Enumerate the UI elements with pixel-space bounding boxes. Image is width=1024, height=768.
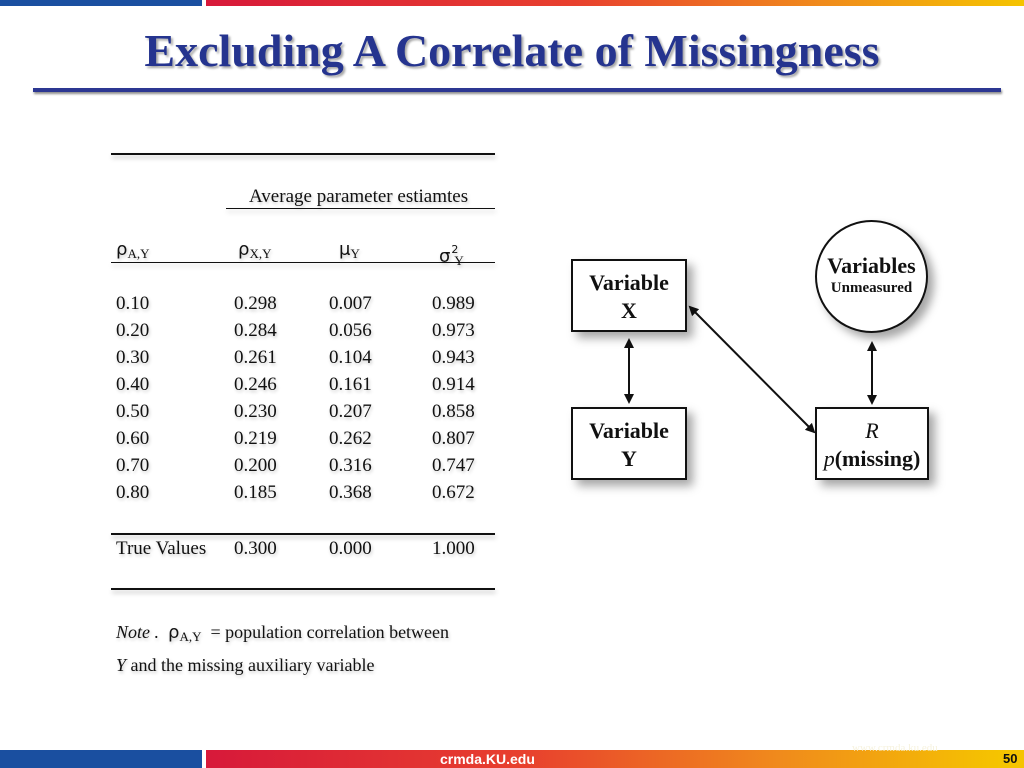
table-cell: 0.80: [116, 482, 150, 503]
group-header-rule: [226, 208, 495, 209]
table-cell: 0.207: [329, 401, 372, 422]
table-cell: 0.284: [234, 320, 277, 341]
table-cell: 0.60: [116, 428, 150, 449]
arrow-x-r: [688, 305, 816, 434]
true-value-mu-y: 0.000: [329, 538, 372, 559]
table-cell: 0.50: [116, 401, 150, 422]
unmeasured-line1: Variables: [827, 253, 916, 278]
note-var: Y: [116, 655, 127, 675]
table-cell: 0.230: [234, 401, 277, 422]
variable-y-line1: Variable: [589, 418, 669, 443]
missingness-line1: R: [865, 418, 879, 443]
variable-y-line2: Y: [621, 446, 637, 471]
page-number: 50: [1003, 751, 1018, 766]
table-cell: 0.40: [116, 374, 150, 395]
footer-site-link[interactable]: crmda.KU.edu: [440, 751, 535, 767]
true-values-rule: [111, 533, 495, 535]
top-stripe-gradient: [206, 0, 1024, 6]
variable-x-line2: X: [621, 298, 637, 323]
title-underline: [33, 88, 1001, 92]
table-cell: 0.989: [432, 293, 475, 314]
table-cell: 0.20: [116, 320, 150, 341]
table-cell: 0.858: [432, 401, 475, 422]
note-text-1: = population correlation between: [210, 622, 450, 642]
note-symbol: ρ: [168, 622, 180, 643]
top-stripe-blue: [0, 0, 202, 6]
col-header-sigma2-y: σ2Y: [439, 243, 464, 268]
table-cell: 0.70: [116, 455, 150, 476]
table-cell: 0.914: [432, 374, 475, 395]
unmeasured-line2: Unmeasured: [830, 280, 913, 296]
table-cell: 0.007: [329, 293, 372, 314]
table-cell: 0.747: [432, 455, 475, 476]
col-header-rho-xy: ρX,Y: [238, 239, 272, 261]
true-values-label: True Values: [116, 538, 207, 559]
table-cell: 0.056: [329, 320, 372, 341]
missingness-box: R p(missing): [815, 407, 929, 480]
table-cell: 0.298: [234, 293, 277, 314]
top-stripe: [0, 0, 1024, 6]
table-cell: 0.973: [432, 320, 475, 341]
table-cell: 0.30: [116, 347, 150, 368]
col-header-rho-ay: ρA,Y: [116, 239, 150, 261]
table-bottom-rule: [111, 588, 495, 590]
table-cell: 0.219: [234, 428, 277, 449]
variable-x-line1: Variable: [589, 270, 669, 295]
missingness-label: (missing): [834, 446, 921, 471]
table-cell: 0.200: [234, 455, 277, 476]
slide-title: Excluding A Correlate of Missingness: [144, 25, 880, 76]
missingness-line2: p(missing): [817, 445, 927, 473]
note-sub: A,Y: [179, 629, 202, 644]
table-cell: 0.104: [329, 347, 372, 368]
note-line-2: Y and the missing auxiliary variable: [116, 651, 496, 679]
true-value-rho-xy: 0.300: [234, 538, 277, 559]
unmeasured-variables-circle: Variables Unmeasured: [815, 220, 928, 333]
note-line-1: Note . ρA,Y = population correlation bet…: [116, 618, 496, 651]
missingness-prefix: p: [823, 446, 835, 471]
note-label: Note .: [116, 622, 159, 642]
table-cell: 0.161: [329, 374, 372, 395]
footer-bar: www.crmda.ku.edu crmda.KU.edu 50: [0, 742, 1024, 768]
table-cell: 0.316: [329, 455, 372, 476]
table-cell: 0.261: [234, 347, 277, 368]
table-cell: 0.246: [234, 374, 277, 395]
table-note: Note . ρA,Y = population correlation bet…: [116, 618, 496, 679]
table-cell: 0.262: [329, 428, 372, 449]
true-value-sigma2-y: 1.000: [432, 538, 475, 559]
note-text-2: and the missing auxiliary variable: [130, 655, 375, 675]
table-cell: 0.807: [432, 428, 475, 449]
col-header-mu-y: μY: [339, 239, 360, 261]
footer-watermark: www.crmda.ku.edu: [852, 742, 938, 754]
footer-gradient: [206, 750, 1000, 768]
footer-blue: [0, 750, 202, 768]
footer-page-bg: [1000, 750, 1024, 768]
table-top-rule: [111, 153, 495, 155]
table-cell: 0.185: [234, 482, 277, 503]
table-cell: 0.10: [116, 293, 150, 314]
table-cell: 0.368: [329, 482, 372, 503]
variable-x-box: Variable X: [571, 259, 687, 332]
variable-y-box: Variable Y: [571, 407, 687, 480]
table-cell: 0.943: [432, 347, 475, 368]
col-header-rule: [111, 262, 495, 263]
table-cell: 0.672: [432, 482, 475, 503]
group-header: Average parameter estiamtes: [249, 186, 469, 207]
